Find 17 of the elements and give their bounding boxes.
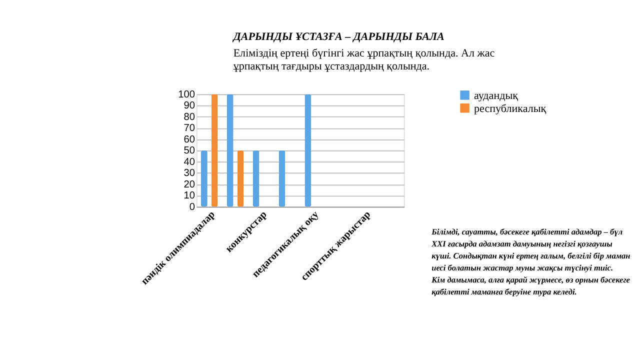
- text: ұрпақтың тағдыры ұстаздардың қолында.: [233, 60, 430, 72]
- y-tick-label: 60: [184, 134, 196, 146]
- y-tick-label: 50: [184, 146, 196, 157]
- legend-label: аудандық: [474, 90, 519, 102]
- y-tick-label: 70: [184, 123, 196, 134]
- y-tick-label: 80: [184, 112, 196, 123]
- y-tick-label: 40: [184, 156, 196, 168]
- text: Еліміздің ертеңі бүгінгі жас ұрпақтың қолында. Ал жас: [233, 47, 495, 60]
- y-tick-label: 100: [178, 89, 196, 100]
- chart-title: ДАРЫНДЫ ҰСТАЗҒА – ДАРЫНДЫ БАЛА: [232, 30, 444, 43]
- legend-label: республикалық: [474, 102, 547, 115]
- y-tick-label: 0: [189, 202, 196, 213]
- text: Білімді, сауатты, бәсекеге қабілетті адамдар – бүл XXI ғасырда адамзат дамуының негізгі қозғаушы күші. Сондықтан күні ертең ғалым, белгілі бір маман иесі болатын жастар муны жақсы түсінуі тиіс. Кім дамымаса, алға қарай жүрмесе, өз орнын бәсекеге қабілетті маманға беруіне тура келеді.: [430, 227, 631, 296]
- y-tick-label: 10: [184, 190, 196, 202]
- y-tick-label: 20: [184, 179, 196, 190]
- y-tick-label: 90: [184, 100, 196, 112]
- y-tick-label: 30: [184, 168, 196, 180]
